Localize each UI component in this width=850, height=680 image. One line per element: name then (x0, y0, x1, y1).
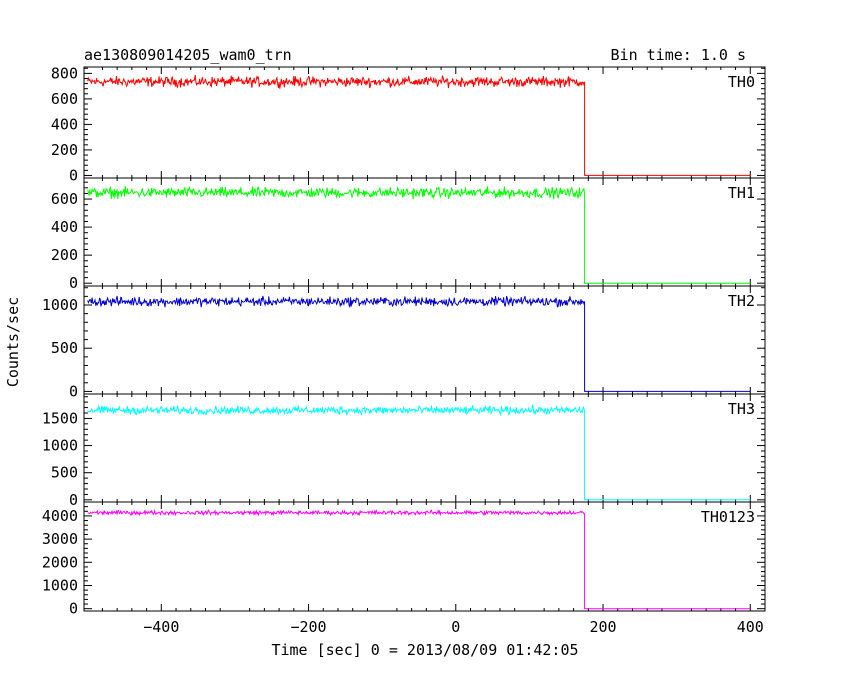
y-tick-label: 400 (51, 218, 78, 236)
y-tick-label: 500 (51, 339, 78, 357)
y-tick-label: 3000 (42, 530, 78, 548)
y-tick-label: 1000 (42, 576, 78, 594)
series-trace-th1 (87, 185, 751, 284)
x-tick-label: −400 (143, 618, 179, 636)
y-tick-label: 200 (51, 141, 78, 159)
series-trace-th0123 (87, 508, 751, 610)
y-tick-label: 2000 (42, 553, 78, 571)
x-tick-label: 200 (589, 618, 616, 636)
y-tick-label: 0 (69, 166, 78, 184)
series-label-th0123: TH0123 (701, 508, 755, 526)
series-label-th0: TH0 (728, 73, 755, 91)
series-label-th2: TH2 (728, 292, 755, 310)
y-tick-label: 600 (51, 90, 78, 108)
y-tick-label: 400 (51, 115, 78, 133)
x-tick-label: 400 (737, 618, 764, 636)
y-tick-label: 200 (51, 246, 78, 264)
panels-group: 0 200 400 600 800 TH0 0 200 400 600 TH1 0 500 1000 TH2… (42, 64, 766, 636)
panel-frame-th0123 (83, 501, 766, 612)
y-axis-label: Counts/sec (4, 297, 22, 387)
observation-title: ae130809014205_wam0_trn (84, 46, 292, 64)
y-tick-label: 0 (69, 274, 78, 292)
series-label-th1: TH1 (728, 184, 755, 202)
series-trace-th0 (87, 74, 751, 176)
bin-time-label: Bin time: 1.0 s (611, 46, 746, 64)
series-trace-th2 (87, 295, 751, 392)
y-tick-label: 500 (51, 464, 78, 482)
y-tick-label: 1000 (42, 296, 78, 314)
series-trace-th3 (87, 404, 751, 501)
y-tick-label: 1000 (42, 437, 78, 455)
y-tick-label: 0 (69, 382, 78, 400)
y-tick-label: 4000 (42, 507, 78, 525)
y-tick-label: 0 (69, 491, 78, 509)
x-axis-label: Time [sec] 0 = 2013/08/09 01:42:05 (271, 641, 578, 659)
x-tick-label: 0 (451, 618, 460, 636)
x-tick-label: −200 (290, 618, 326, 636)
y-tick-label: 600 (51, 190, 78, 208)
y-tick-label: 800 (51, 64, 78, 82)
y-tick-label: 1500 (42, 409, 78, 427)
series-label-th3: TH3 (728, 400, 755, 418)
y-tick-label: 0 (69, 600, 78, 618)
